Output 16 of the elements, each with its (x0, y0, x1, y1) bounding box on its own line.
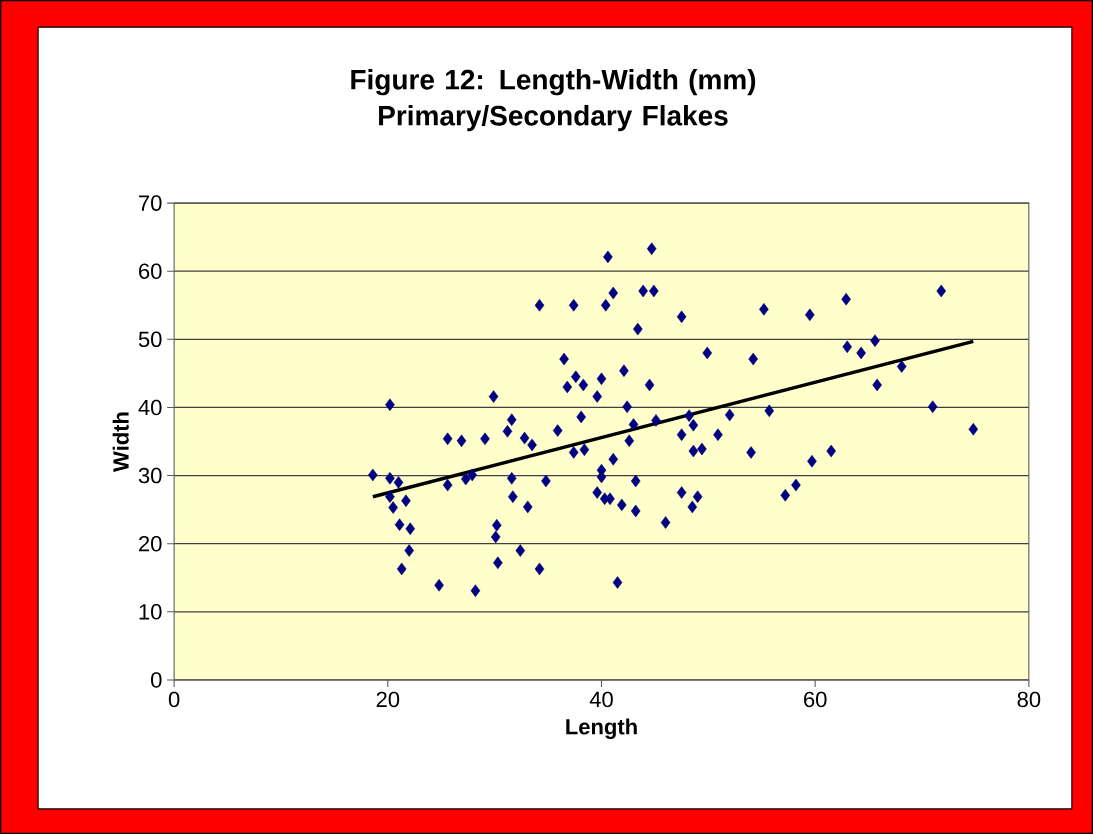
y-axis-title: Width (112, 412, 129, 472)
x-tick-label: 60 (804, 691, 827, 708)
x-tick-label: 80 (1017, 691, 1041, 708)
y-tick-label: 50 (138, 331, 162, 348)
y-tick-label: 0 (151, 672, 162, 688)
y-tick-label: 70 (139, 195, 162, 211)
y-tick-label: 60 (139, 263, 162, 279)
y-tick-label: 30 (138, 467, 162, 484)
x-tick-label: 40 (589, 691, 613, 708)
x-tick-label: 0 (168, 691, 180, 708)
chart-title: Figure 12: Length-Width (mm) Primary/Secondary Flakes (351, 69, 756, 132)
x-axis-title: Length (566, 718, 637, 739)
y-tick-label: 40 (138, 399, 162, 416)
y-tick-label: 10 (139, 604, 162, 620)
y-tick-label: 20 (139, 535, 162, 552)
x-tick-label: 20 (376, 691, 400, 708)
